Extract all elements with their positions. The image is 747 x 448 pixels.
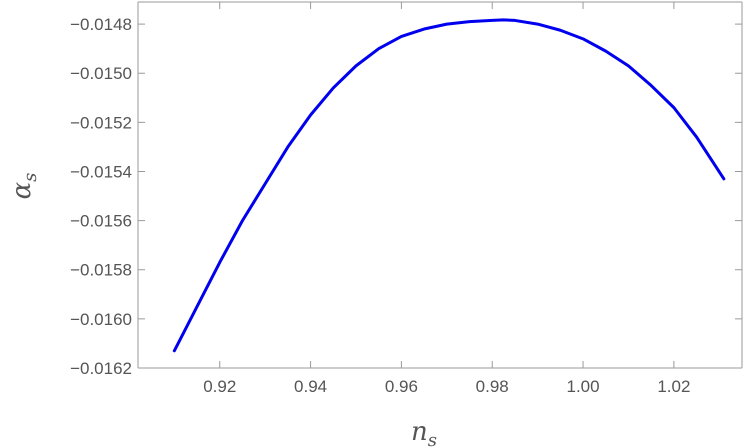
x-tick-label: 0.94: [294, 377, 327, 396]
x-tick-label: 0.92: [203, 377, 236, 396]
y-tick-label: −0.0154: [70, 162, 132, 181]
series-line: [172, 18, 726, 353]
y-tick-label: −0.0152: [70, 113, 132, 132]
x-axis-ticks: 0.92 0.94 0.96 0.98 1.00 1.02: [203, 2, 690, 396]
y-axis-ticks: −0.0162 −0.0160 −0.0158 −0.0156 −0.0154 −0.01…: [70, 15, 742, 378]
x-tick-label: 0.96: [385, 377, 418, 396]
y-tick-label: −0.0148: [70, 15, 132, 34]
y-tick-label: −0.0162: [70, 359, 132, 378]
x-tick-label: 1.02: [657, 377, 690, 396]
y-axis-label: αs: [7, 173, 41, 200]
y-tick-label: −0.0150: [70, 64, 132, 83]
x-tick-label: 0.98: [476, 377, 509, 396]
y-tick-label: −0.0158: [70, 261, 132, 280]
x-axis-label: ns: [411, 417, 437, 448]
y-tick-label: −0.0156: [70, 212, 132, 231]
plot-frame: [137, 1, 743, 369]
y-tick-label: −0.0160: [70, 310, 132, 329]
x-tick-label: 1.00: [567, 377, 600, 396]
